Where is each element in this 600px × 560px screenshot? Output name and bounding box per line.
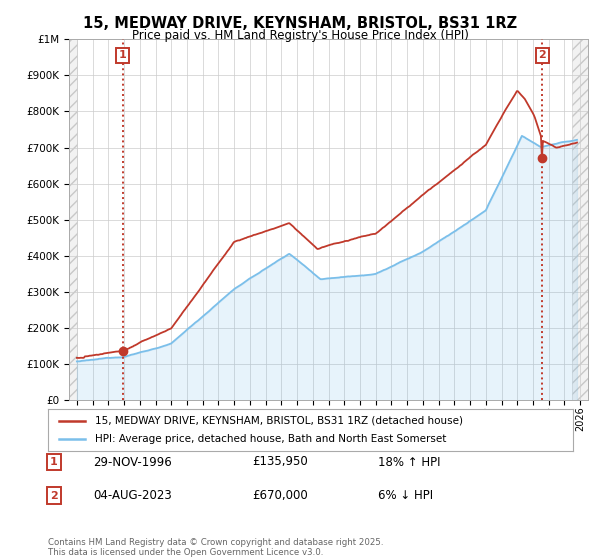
Text: £670,000: £670,000 <box>252 489 308 502</box>
Text: 15, MEDWAY DRIVE, KEYNSHAM, BRISTOL, BS31 1RZ (detached house): 15, MEDWAY DRIVE, KEYNSHAM, BRISTOL, BS3… <box>95 416 463 426</box>
Text: HPI: Average price, detached house, Bath and North East Somerset: HPI: Average price, detached house, Bath… <box>95 434 446 444</box>
Text: Price paid vs. HM Land Registry's House Price Index (HPI): Price paid vs. HM Land Registry's House … <box>131 29 469 42</box>
Text: £135,950: £135,950 <box>252 455 308 469</box>
Text: 04-AUG-2023: 04-AUG-2023 <box>93 489 172 502</box>
Text: 1: 1 <box>119 50 127 60</box>
Text: 18% ↑ HPI: 18% ↑ HPI <box>378 455 440 469</box>
Text: 6% ↓ HPI: 6% ↓ HPI <box>378 489 433 502</box>
Text: Contains HM Land Registry data © Crown copyright and database right 2025.
This d: Contains HM Land Registry data © Crown c… <box>48 538 383 557</box>
Text: 29-NOV-1996: 29-NOV-1996 <box>93 455 172 469</box>
Text: 2: 2 <box>538 50 546 60</box>
Text: 15, MEDWAY DRIVE, KEYNSHAM, BRISTOL, BS31 1RZ: 15, MEDWAY DRIVE, KEYNSHAM, BRISTOL, BS3… <box>83 16 517 31</box>
Text: 1: 1 <box>50 457 58 467</box>
Text: 2: 2 <box>50 491 58 501</box>
